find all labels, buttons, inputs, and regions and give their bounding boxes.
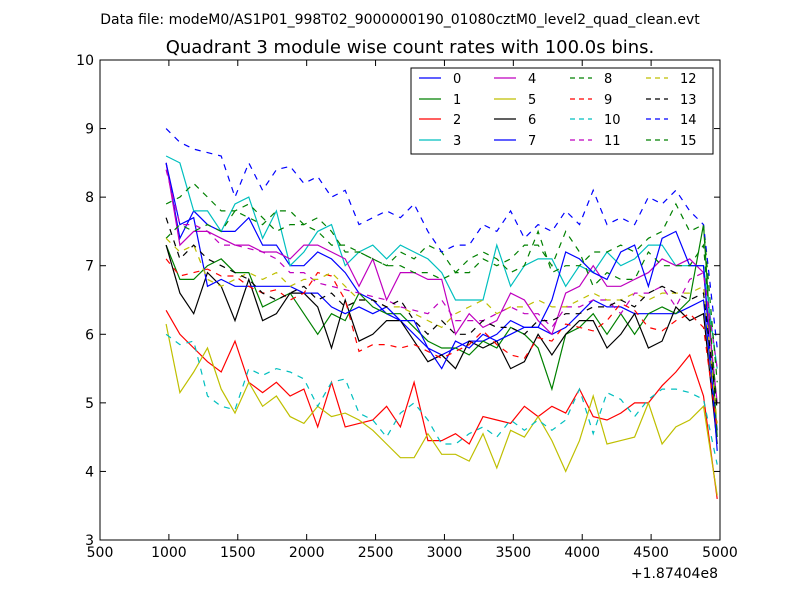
series-line-14: [165, 128, 718, 349]
data-file-label: Data file: modeM0/AS1P01_998T02_90000001…: [100, 12, 700, 28]
legend-label-15: 15: [680, 134, 697, 149]
x-tick-label: 1000: [151, 545, 187, 561]
legend-label-6: 6: [528, 113, 536, 128]
legend-label-3: 3: [453, 134, 461, 149]
x-axis: 500 1000 1500 2000 2500 3000 3500 4000 4500 5000: [87, 60, 738, 561]
x-tick-label: 1500: [220, 545, 256, 561]
y-tick-label: 6: [85, 327, 94, 343]
legend-label-1: 1: [453, 93, 461, 108]
y-tick-label: 9: [85, 122, 94, 138]
y-tick-label: 10: [76, 53, 94, 69]
chart-title: Quadrant 3 module wise count rates with …: [166, 37, 655, 58]
x-tick-label: 3500: [496, 545, 532, 561]
y-tick-label: 5: [85, 396, 94, 412]
x-tick-label: 3000: [427, 545, 463, 561]
series-line-1: [165, 224, 718, 438]
x-tick-label: 500: [87, 545, 114, 561]
legend-label-2: 2: [453, 113, 461, 128]
x-tick-label: 2500: [358, 545, 394, 561]
legend-label-14: 14: [680, 113, 697, 128]
y-tick-label: 4: [85, 464, 94, 480]
plot-frame: [99, 59, 721, 541]
series-line-13: [165, 217, 718, 410]
legend-label-12: 12: [680, 72, 697, 87]
legend-label-7: 7: [528, 134, 536, 149]
series-lines: [165, 128, 718, 499]
series-line-9: [165, 258, 718, 431]
y-tick-label: 3: [85, 533, 94, 549]
legend-label-8: 8: [604, 72, 612, 87]
series-line-7: [165, 162, 718, 451]
legend-frame: [410, 67, 714, 155]
x-offset-label: +1.87404e8: [631, 566, 718, 582]
series-line-5: [165, 323, 718, 496]
x-tick-label: 4000: [564, 545, 600, 561]
series-line-12: [165, 237, 718, 424]
y-tick-label: 8: [85, 190, 94, 206]
legend-label-9: 9: [604, 93, 612, 108]
series-line-10: [165, 333, 718, 465]
x-tick-label: 2000: [289, 545, 325, 561]
x-tick-label: 5000: [702, 545, 738, 561]
legend-label-13: 13: [680, 93, 697, 108]
legend-label-4: 4: [528, 72, 536, 87]
series-line-2: [165, 310, 718, 499]
x-tick-label: 4500: [633, 545, 669, 561]
y-tick-label: 7: [85, 259, 94, 275]
legend-label-5: 5: [528, 93, 536, 108]
series-line-4: [165, 162, 718, 403]
legend-label-10: 10: [604, 113, 621, 128]
series-line-6: [165, 244, 718, 445]
series-line-3: [165, 155, 718, 369]
legend-label-11: 11: [604, 134, 621, 149]
legend-label-0: 0: [453, 72, 461, 87]
